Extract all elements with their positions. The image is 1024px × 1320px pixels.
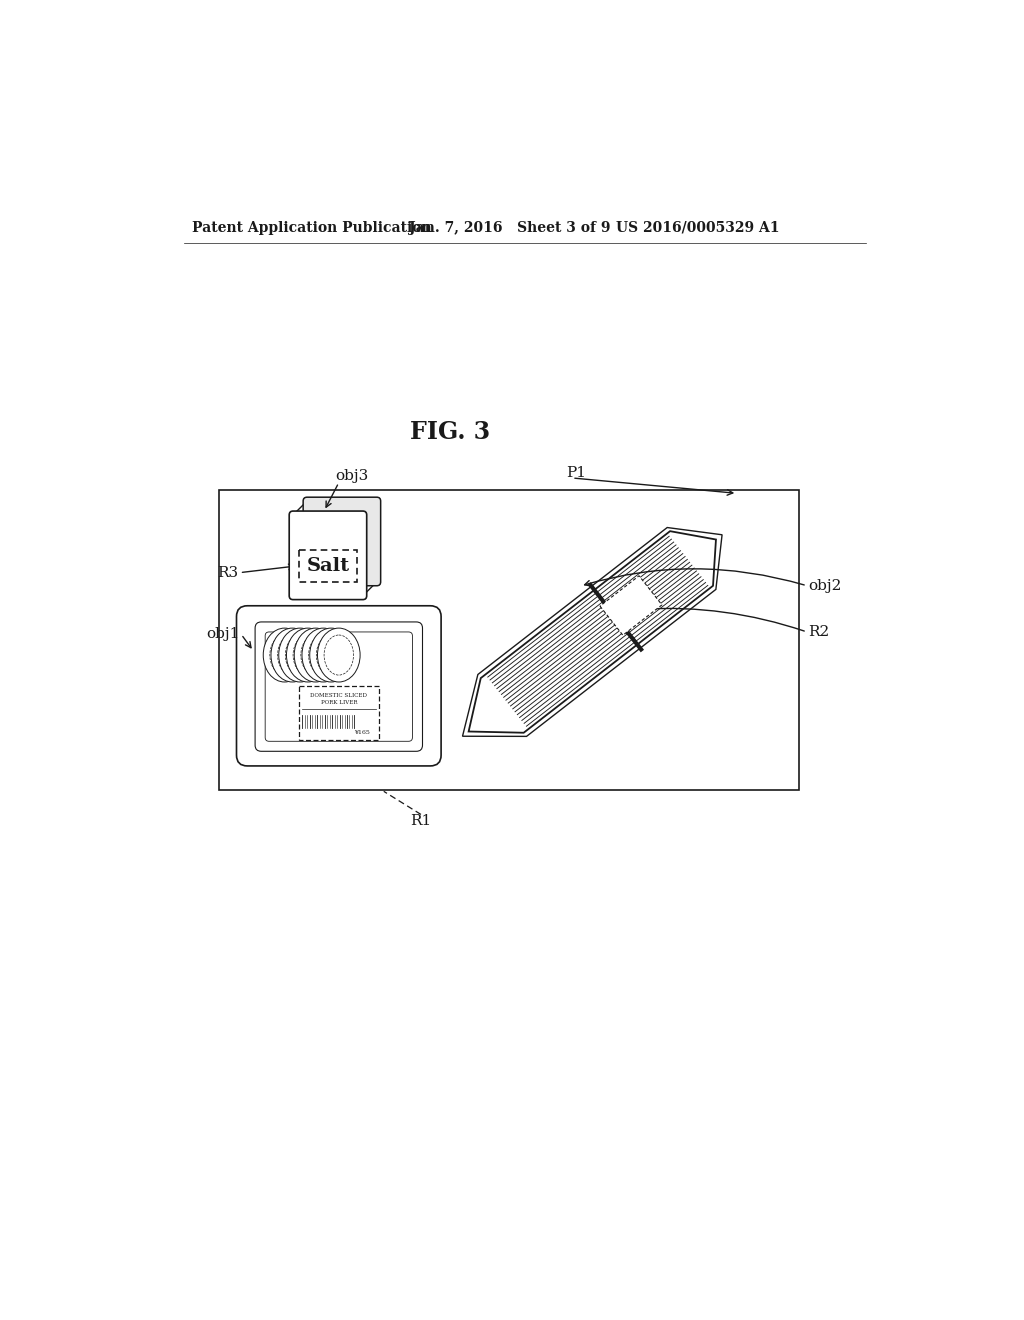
- Ellipse shape: [287, 628, 329, 682]
- Ellipse shape: [263, 628, 306, 682]
- Polygon shape: [469, 531, 716, 733]
- Polygon shape: [463, 528, 722, 737]
- Ellipse shape: [286, 635, 314, 675]
- Ellipse shape: [316, 635, 346, 675]
- Ellipse shape: [279, 628, 322, 682]
- Text: obj1: obj1: [206, 627, 240, 642]
- Ellipse shape: [278, 635, 307, 675]
- Text: P1: P1: [566, 466, 586, 479]
- Text: obj2: obj2: [809, 578, 842, 593]
- Text: Jan. 7, 2016   Sheet 3 of 9: Jan. 7, 2016 Sheet 3 of 9: [409, 220, 610, 235]
- Text: R3: R3: [217, 566, 238, 579]
- FancyBboxPatch shape: [303, 498, 381, 586]
- Text: Patent Application Publication: Patent Application Publication: [191, 220, 431, 235]
- Bar: [299, 549, 357, 582]
- Ellipse shape: [270, 635, 299, 675]
- Text: FIG. 3: FIG. 3: [410, 420, 489, 444]
- FancyBboxPatch shape: [289, 511, 367, 599]
- Ellipse shape: [317, 628, 360, 682]
- FancyBboxPatch shape: [237, 606, 441, 766]
- Text: ¥165: ¥165: [354, 730, 370, 734]
- Ellipse shape: [308, 635, 338, 675]
- FancyBboxPatch shape: [255, 622, 423, 751]
- Ellipse shape: [301, 635, 331, 675]
- Bar: [299, 686, 379, 739]
- Text: Salt: Salt: [306, 557, 349, 574]
- Text: PORK LIVER: PORK LIVER: [321, 701, 357, 705]
- Bar: [219, 490, 799, 789]
- Text: R1: R1: [411, 813, 431, 828]
- Text: obj3: obj3: [335, 469, 369, 483]
- Text: DOMESTIC SLICED: DOMESTIC SLICED: [310, 693, 368, 698]
- Text: US 2016/0005329 A1: US 2016/0005329 A1: [616, 220, 779, 235]
- Ellipse shape: [309, 628, 352, 682]
- Text: R2: R2: [809, 624, 829, 639]
- Ellipse shape: [294, 628, 337, 682]
- Ellipse shape: [293, 635, 323, 675]
- Ellipse shape: [271, 628, 313, 682]
- Polygon shape: [600, 576, 662, 635]
- Ellipse shape: [324, 635, 353, 675]
- Ellipse shape: [302, 628, 345, 682]
- FancyBboxPatch shape: [265, 632, 413, 742]
